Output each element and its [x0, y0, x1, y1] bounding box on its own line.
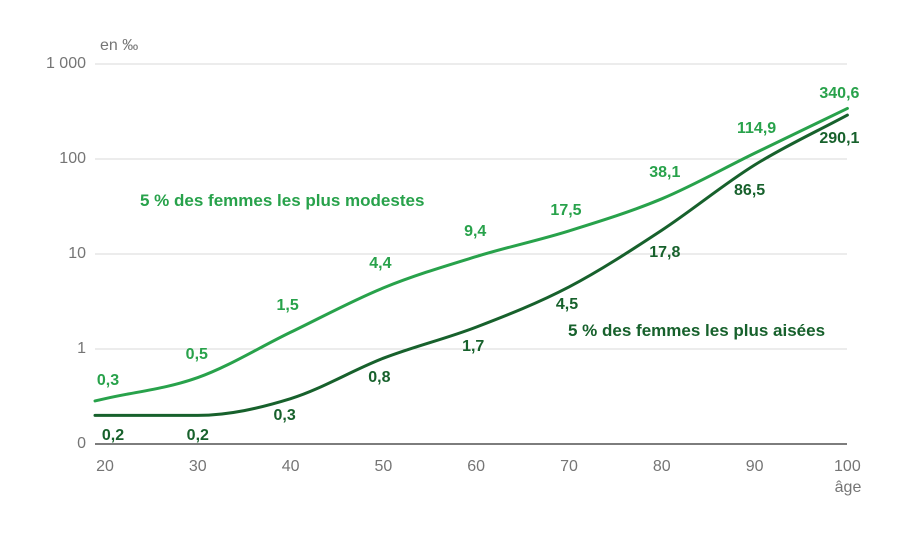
value-label-aisees: 86,5 [734, 181, 766, 199]
y-tick-label: 0 [77, 435, 86, 452]
value-label-aisees: 4,5 [555, 295, 579, 313]
value-label-aisees: 0,3 [273, 406, 296, 424]
x-tick-label: 50 [374, 458, 393, 475]
value-label-aisees: 0,8 [368, 369, 391, 387]
y-tick-label: 100 [59, 150, 86, 167]
value-label-modestes: 17,5 [550, 201, 582, 219]
y-tick-label: 10 [68, 245, 86, 262]
x-tick-label: 100 [834, 458, 861, 475]
value-label-modestes: 0,3 [96, 371, 120, 389]
x-tick-label: 90 [745, 458, 764, 475]
value-label-aisees: 1,7 [462, 338, 485, 356]
series-label-aisees: 5 % des femmes les plus aisées [568, 321, 826, 340]
value-label-aisees: 0,2 [101, 427, 125, 445]
x-axis-title: âge [834, 479, 862, 496]
x-tick-label: 30 [188, 458, 207, 475]
x-tick-label: 40 [281, 458, 300, 475]
series-line-aisees [93, 113, 849, 417]
series-line-modestes [93, 106, 849, 403]
value-label-modestes: 340,6 [819, 85, 860, 103]
value-label-modestes: 1,5 [276, 297, 299, 315]
value-label-aisees: 17,8 [649, 244, 681, 262]
value-label-modestes: 9,4 [464, 222, 487, 240]
x-tick-label: 70 [560, 458, 578, 475]
x-tick-label: 20 [96, 458, 114, 475]
y-tick-label: 1 000 [45, 55, 86, 72]
value-label-modestes: 0,5 [185, 345, 208, 363]
value-label-modestes: 114,9 [737, 120, 777, 138]
y-axis-unit-label: en ‰ [100, 37, 139, 54]
x-tick-label: 60 [467, 458, 486, 475]
series-label-modestes: 5 % des femmes les plus modestes [140, 191, 425, 210]
value-label-aisees: 0,2 [186, 427, 209, 445]
value-label-modestes: 38,1 [649, 163, 681, 181]
value-label-modestes: 4,4 [369, 254, 392, 272]
y-tick-label: 1 [77, 340, 86, 357]
x-tick-label: 80 [652, 458, 671, 475]
value-label-aisees: 290,1 [819, 130, 860, 148]
